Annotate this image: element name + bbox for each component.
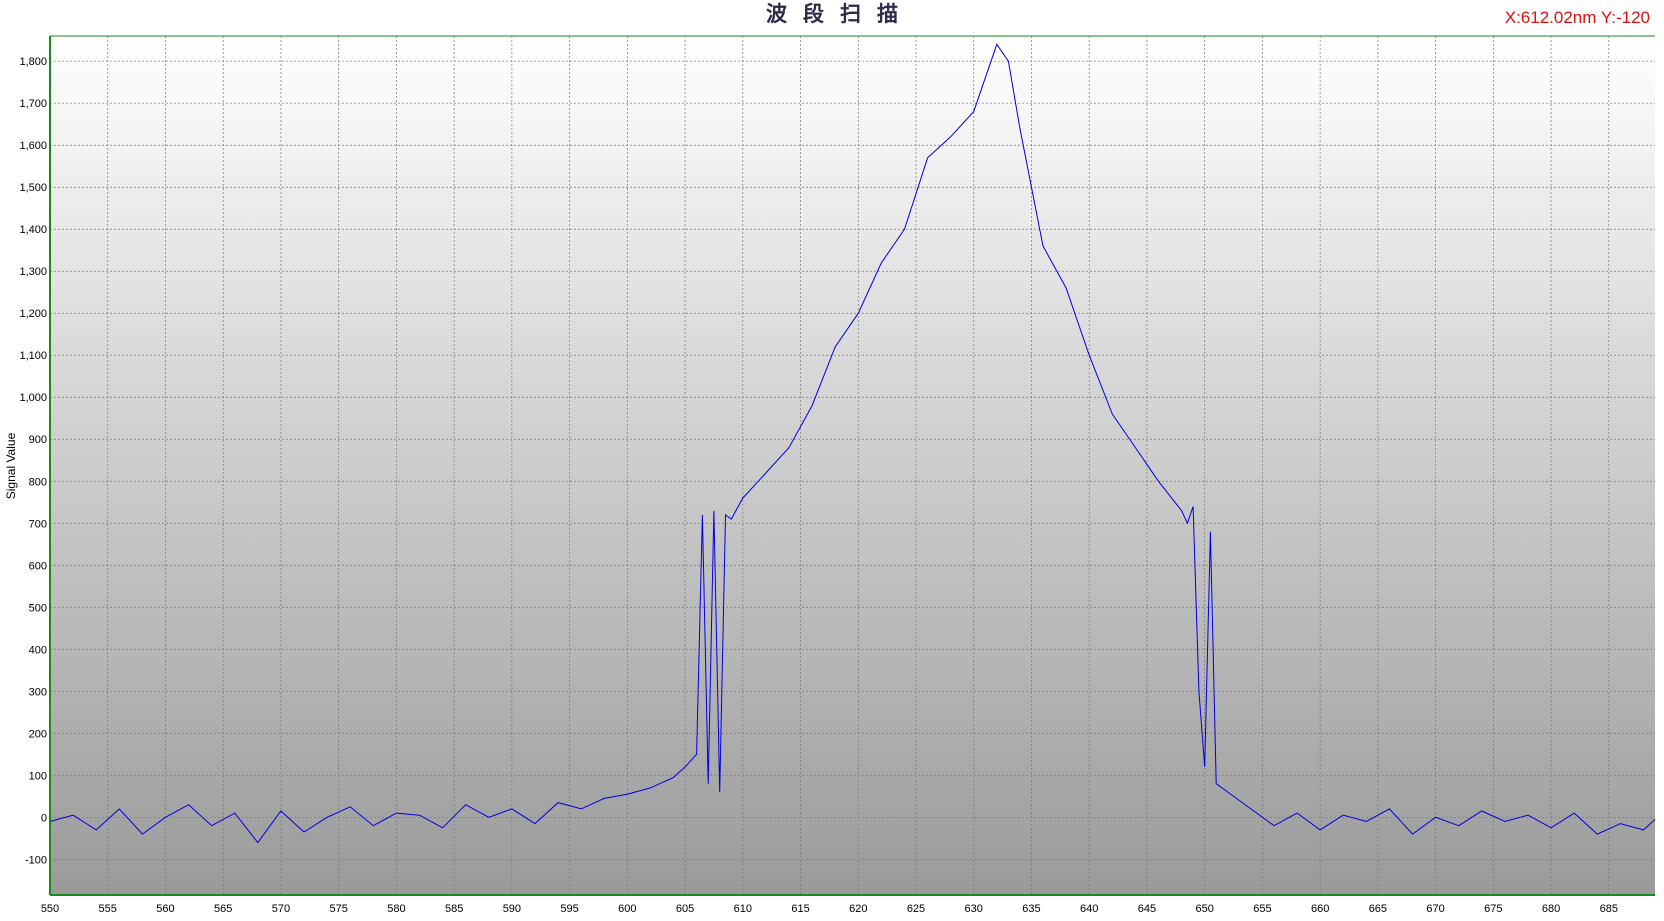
x-tick-label: 600 — [618, 903, 636, 915]
x-tick-label: 580 — [387, 903, 405, 915]
y-tick-label: 1,100 — [19, 350, 47, 362]
y-tick-label: 700 — [29, 518, 47, 530]
x-tick-label: 650 — [1195, 903, 1213, 915]
y-tick-label: -100 — [25, 854, 47, 866]
y-tick-label: 1,800 — [19, 56, 47, 68]
x-tick-label: 575 — [329, 903, 347, 915]
cursor-readout: X:612.02nm Y:-120 — [1504, 8, 1650, 27]
y-tick-label: 1,400 — [19, 224, 47, 236]
y-tick-label: 100 — [29, 770, 47, 782]
x-tick-label: 570 — [272, 903, 290, 915]
y-tick-label: 900 — [29, 434, 47, 446]
y-tick-label: 0 — [41, 812, 47, 824]
x-tick-label: 560 — [156, 903, 174, 915]
x-tick-label: 605 — [676, 903, 694, 915]
chart-title: 波段扫描 — [766, 1, 914, 26]
x-tick-label: 550 — [41, 903, 59, 915]
x-tick-label: 645 — [1138, 903, 1156, 915]
plot-area[interactable] — [50, 36, 1655, 895]
y-tick-label: 1,000 — [19, 392, 47, 404]
x-tick-label: 620 — [849, 903, 867, 915]
y-tick-label: 200 — [29, 728, 47, 740]
y-tick-label: 1,200 — [19, 308, 47, 320]
y-axis-ticks: -100 0 100 200 300 400 500 600 700 800 900 1,000 1,1… — [19, 56, 47, 866]
y-tick-label: 1,700 — [19, 98, 47, 110]
x-tick-label: 635 — [1022, 903, 1040, 915]
x-tick-label: 555 — [99, 903, 117, 915]
y-tick-label: 1,500 — [19, 182, 47, 194]
y-tick-label: 500 — [29, 602, 47, 614]
x-tick-label: 665 — [1369, 903, 1387, 915]
x-tick-label: 680 — [1542, 903, 1560, 915]
x-tick-label: 685 — [1600, 903, 1618, 915]
x-tick-label: 590 — [503, 903, 521, 915]
x-tick-label: 675 — [1484, 903, 1502, 915]
x-axis-ticks: 550 555 560 565 570 575 580 585 590 595 600 605 610 6… — [41, 903, 1618, 915]
x-tick-label: 625 — [907, 903, 925, 915]
x-tick-label: 585 — [445, 903, 463, 915]
x-tick-label: 655 — [1253, 903, 1271, 915]
x-tick-label: 660 — [1311, 903, 1329, 915]
y-tick-label: 800 — [29, 476, 47, 488]
x-tick-label: 615 — [791, 903, 809, 915]
y-tick-label: 600 — [29, 560, 47, 572]
y-tick-label: 1,600 — [19, 140, 47, 152]
x-tick-label: 565 — [214, 903, 232, 915]
y-tick-label: 1,300 — [19, 266, 47, 278]
signal-series-line — [49, 43, 1656, 844]
x-tick-label: 595 — [560, 903, 578, 915]
x-tick-label: 670 — [1426, 903, 1444, 915]
x-tick-label: 610 — [734, 903, 752, 915]
y-tick-label: 400 — [29, 644, 47, 656]
x-tick-label: 640 — [1080, 903, 1098, 915]
grid-lines — [49, 36, 1655, 895]
y-tick-label: 300 — [29, 686, 47, 698]
x-tick-label: 630 — [965, 903, 983, 915]
